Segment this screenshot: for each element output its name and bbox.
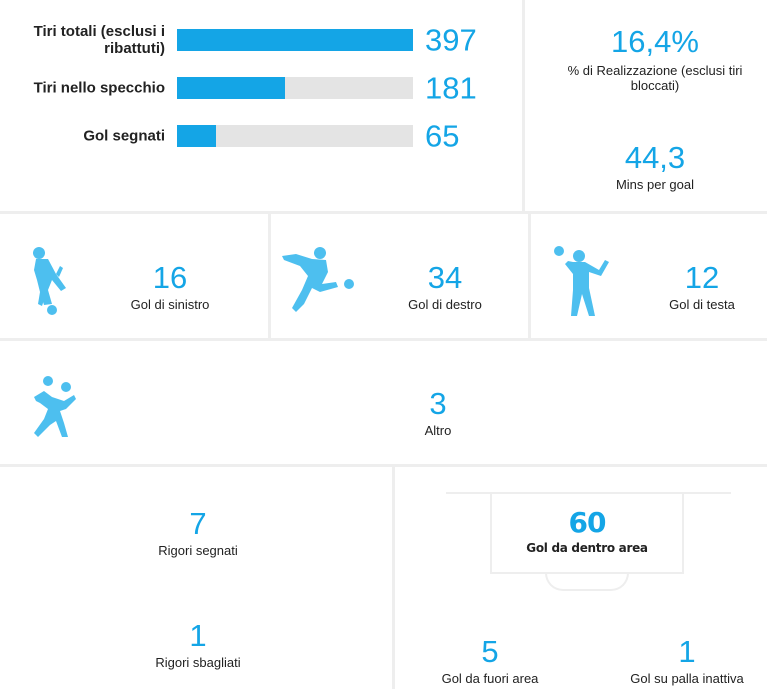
shot-bar-track — [177, 29, 413, 51]
left-foot-goals-label: Gol di sinistro — [130, 297, 210, 312]
penalties-scored-label: Rigori segnati — [158, 543, 238, 558]
divider — [0, 464, 767, 467]
set-piece-goals: 1 Gol su palla inattiva — [612, 636, 762, 686]
penalties-missed-label: Rigori sbagliati — [155, 655, 241, 670]
divider — [522, 0, 525, 212]
other-goals: 3 Altro — [378, 388, 498, 438]
shot-value: 65 — [425, 118, 460, 154]
shot-label: Tiri nello specchio — [33, 79, 165, 97]
penalties-scored-value: 7 — [189, 506, 207, 541]
shot-bar-fill — [177, 29, 413, 51]
conversion-value: 16,4% — [611, 24, 699, 59]
divider — [528, 212, 531, 340]
set-piece-goals-value: 1 — [678, 634, 696, 669]
pitch-line — [446, 492, 731, 494]
shot-row-total: Tiri totali (esclusi i ribattuti) 397 — [0, 20, 520, 60]
divider — [0, 211, 767, 214]
divider — [268, 212, 271, 340]
outside-area-goals-label: Gol da fuori area — [441, 671, 539, 686]
penalties-missed-value: 1 — [189, 618, 207, 653]
header-goals-value: 12 — [684, 260, 720, 295]
outside-area-goals: 5 Gol da fuori area — [420, 636, 560, 686]
shot-label: Gol segnati — [83, 127, 165, 145]
inside-area-goals: 60 Gol da dentro area — [490, 506, 684, 555]
shot-row-goals: Gol segnati 65 — [0, 116, 520, 156]
conversion-stat: 16,4% % di Realizzazione (esclusi tiri b… — [545, 26, 765, 93]
set-piece-goals-label: Gol su palla inattiva — [630, 671, 744, 686]
mins-per-goal-stat: 44,3 Mins per goal — [545, 142, 765, 192]
shot-label: Tiri totali (esclusi i ribattuti) — [33, 23, 165, 57]
left-foot-goals-value: 16 — [152, 260, 188, 295]
divider — [392, 465, 395, 689]
header-goals: 12 Gol di testa — [642, 262, 762, 312]
right-foot-goals-value: 34 — [427, 260, 463, 295]
right-foot-goals: 34 Gol di destro — [385, 262, 505, 312]
right-foot-player-icon — [282, 246, 358, 316]
other-goals-label: Altro — [424, 423, 452, 438]
outside-area-goals-value: 5 — [481, 634, 499, 669]
bicycle-kick-player-icon — [30, 375, 78, 439]
shot-bar-fill — [177, 77, 285, 99]
shot-row-on-target: Tiri nello specchio 181 — [0, 68, 520, 108]
penalties-missed: 1 Rigori sbagliati — [118, 620, 278, 670]
left-foot-goals: 16 Gol di sinistro — [110, 262, 230, 312]
shot-value: 397 — [425, 22, 477, 58]
shot-bar-fill — [177, 125, 216, 147]
other-goals-value: 3 — [429, 386, 447, 421]
shot-bar-track — [177, 77, 413, 99]
header-player-icon — [551, 244, 609, 318]
conversion-label: % di Realizzazione (esclusi tiri bloccat… — [567, 63, 743, 93]
header-goals-label: Gol di testa — [669, 297, 735, 312]
mins-per-goal-label: Mins per goal — [615, 177, 695, 192]
penalty-arc — [545, 573, 629, 591]
divider — [0, 338, 767, 341]
right-foot-goals-label: Gol di destro — [408, 297, 482, 312]
shot-bar-track — [177, 125, 413, 147]
shot-value: 181 — [425, 70, 477, 106]
inside-area-goals-label: Gol da dentro area — [526, 541, 648, 555]
left-foot-player-icon — [26, 244, 78, 316]
penalties-scored: 7 Rigori segnati — [118, 508, 278, 558]
inside-area-goals-value: 60 — [568, 506, 607, 539]
mins-per-goal-value: 44,3 — [624, 140, 686, 175]
